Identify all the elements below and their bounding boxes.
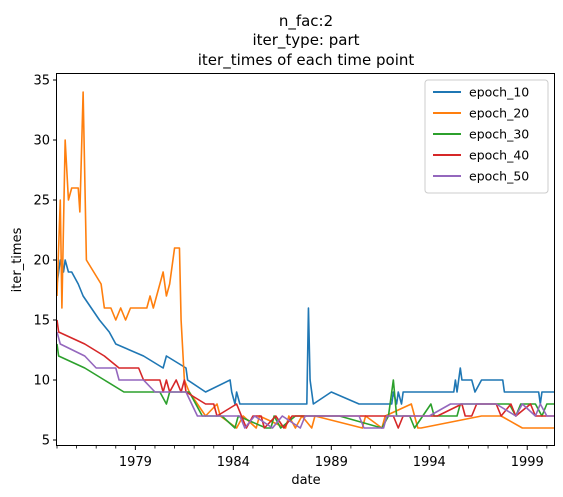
series-line-epoch_40 (57, 319, 555, 429)
legend-box (424, 79, 549, 194)
legend-label-epoch_30: epoch_30 (469, 127, 529, 142)
series-line-epoch_20 (57, 91, 555, 429)
chart-title-line-2: iter_type: part (252, 31, 359, 50)
x-tick-label: 1979 (119, 455, 152, 470)
legend-label-epoch_40: epoch_40 (469, 148, 529, 163)
y-axis: 5 10 15 20 25 30 35 (33, 74, 57, 449)
y-tick-label: 10 (33, 374, 50, 389)
series-line-epoch_10 (57, 259, 555, 405)
plot-area (57, 91, 555, 429)
y-tick-label: 35 (33, 74, 50, 89)
y-tick-label: 30 (33, 134, 50, 149)
legend-label-epoch_20: epoch_20 (469, 106, 529, 121)
x-axis: 1979 1984 1989 1994 1999 (56, 446, 548, 470)
x-axis-label: date (291, 473, 320, 488)
y-tick-label: 5 (42, 434, 50, 449)
x-tick-label: 1984 (217, 455, 250, 470)
x-tick-label: 1994 (413, 455, 446, 470)
x-tick-label: 1999 (511, 455, 544, 470)
y-tick-label: 25 (33, 194, 50, 209)
x-tick-label: 1989 (315, 455, 348, 470)
legend: epoch_10 epoch_20 epoch_30 epoch_40 epoch_50 (424, 79, 549, 194)
y-tick-label: 20 (33, 254, 50, 269)
chart-title-line-3: iter_times of each time point (198, 51, 415, 70)
y-axis-label: iter_times (10, 227, 25, 292)
legend-label-epoch_10: epoch_10 (469, 85, 529, 100)
legend-label-epoch_50: epoch_50 (469, 169, 529, 184)
series-line-epoch_50 (57, 331, 555, 429)
y-tick-label: 15 (33, 314, 50, 329)
chart-title-line-1: n_fac:2 (279, 12, 333, 31)
